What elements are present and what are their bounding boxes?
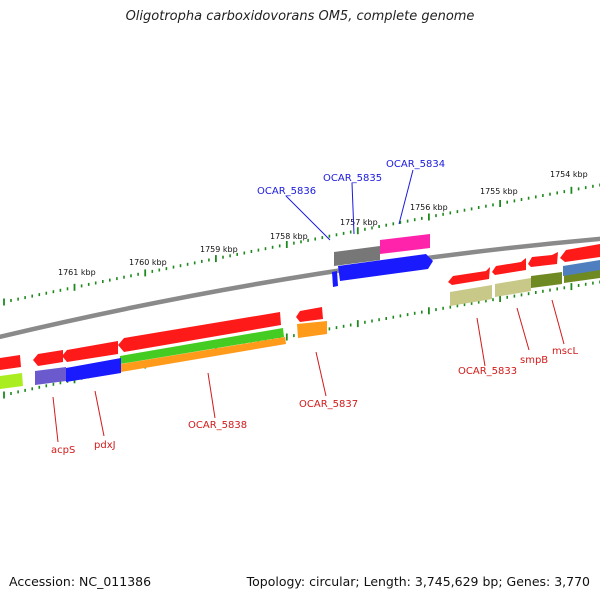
gene-ocar-5833-olive — [450, 285, 492, 306]
genome-backbone — [0, 236, 600, 340]
gene-label-ocar-5833: OCAR_5833 — [458, 366, 517, 377]
kbp-label-1761: 1761 kbp — [58, 268, 96, 277]
gene-acps-purple — [35, 367, 66, 385]
gene-mscl-red — [528, 252, 558, 267]
gene-ocar-5835-blue-small — [332, 271, 338, 287]
callout-ocar-5837 — [315, 351, 327, 397]
gene-left-lime — [0, 373, 23, 389]
gene-label-mscl: mscL — [552, 346, 578, 357]
gene-left-red — [0, 355, 21, 370]
inner-tick-row — [3, 280, 600, 399]
gene-ocar-5838-green — [120, 328, 284, 364]
gene-ocar-5837-red — [296, 307, 323, 322]
gene-pdxj-red — [62, 341, 118, 362]
callout-ocar-5836 — [285, 195, 331, 241]
gene-ocar-5834-magenta — [380, 234, 430, 254]
kbp-label-1756: 1756 kbp — [410, 203, 448, 212]
outer-tick-row — [3, 183, 600, 306]
kbp-label-1755: 1755 kbp — [480, 187, 518, 196]
callout-smpb — [516, 307, 530, 351]
kbp-label-1759: 1759 kbp — [200, 245, 238, 254]
map-title: Oligotropha carboxidovorans OM5, complet… — [125, 9, 475, 24]
gene-ocar-5838-orange — [121, 337, 286, 372]
gene-ocar-5833-red — [448, 267, 490, 285]
gene-smpb-red — [492, 258, 526, 275]
callout-mscl — [551, 299, 565, 345]
gene-label-ocar-5834: OCAR_5834 — [386, 159, 445, 170]
gene-label-ocar-5838: OCAR_5838 — [188, 420, 247, 431]
gene-pdxj-blue — [66, 358, 121, 382]
gene-right-red — [560, 244, 600, 262]
gene-acps-red — [33, 350, 63, 366]
gene-mscl-darkolive — [531, 272, 562, 288]
callout-ocar-5835 — [351, 182, 355, 235]
gene-label-acps: acpS — [51, 445, 75, 456]
callout-lines — [52, 169, 565, 443]
gene-smpb-olive — [495, 278, 531, 297]
gene-label-pdxj: pdxJ — [94, 440, 116, 451]
callout-ocar-5833 — [476, 317, 486, 367]
kbp-label-1760: 1760 kbp — [129, 258, 167, 267]
kbp-label-1758: 1758 kbp — [270, 232, 308, 241]
gene-label-ocar-5835: OCAR_5835 — [323, 173, 382, 184]
forward-genes — [332, 234, 600, 306]
gene-ocar-5838-red — [118, 312, 281, 352]
callout-pdxj — [94, 390, 105, 437]
gene-ocar-5836-grey — [334, 246, 380, 266]
accession-text: Accession: NC_011386 — [9, 574, 152, 589]
reverse-genes — [0, 307, 327, 389]
gene-ocar-5837-orange — [297, 321, 327, 338]
kbp-label-1757: 1757 kbp — [340, 218, 378, 227]
callout-ocar-5838 — [207, 372, 216, 419]
gene-label-smpb: smpB — [520, 355, 548, 366]
callout-acps — [52, 396, 59, 443]
gene-label-ocar-5836: OCAR_5836 — [257, 186, 316, 197]
gene-label-ocar-5837: OCAR_5837 — [299, 399, 358, 410]
callout-ocar-5834 — [398, 169, 414, 225]
genome-summary: Topology: circular; Length: 3,745,629 bp… — [246, 574, 590, 589]
gene-ocar-5835-blue — [338, 254, 433, 281]
gene-right-steelblue — [563, 260, 600, 276]
kbp-label-1754: 1754 kbp — [550, 170, 588, 179]
